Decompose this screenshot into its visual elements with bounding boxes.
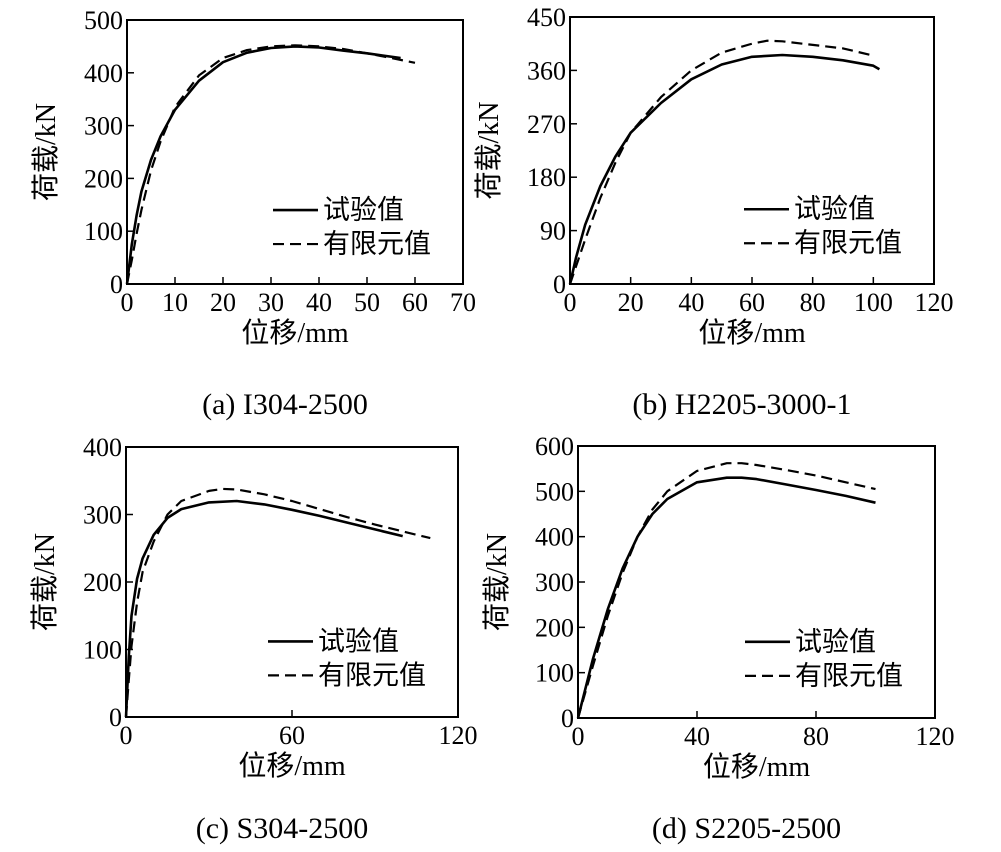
x-tick-label: 0 — [121, 288, 134, 317]
y-tick-label: 360 — [527, 56, 566, 85]
x-tick-label: 0 — [572, 722, 585, 751]
legend-label: 有限元值 — [318, 660, 426, 690]
x-axis-label: 位移/mm — [241, 317, 349, 349]
y-axis-label: 荷载/kN — [481, 533, 513, 631]
legend-label: 有限元值 — [795, 661, 903, 691]
series-line-test — [576, 476, 876, 719]
x-tick-label: 70 — [450, 288, 476, 317]
y-tick-label: 400 — [84, 59, 123, 88]
y-tick-label: 400 — [535, 523, 574, 552]
x-tick-label: 80 — [800, 288, 826, 317]
y-tick-label: 600 — [535, 432, 574, 461]
y-tick-label: 200 — [83, 568, 122, 597]
x-tick-label: 80 — [803, 722, 829, 751]
y-tick-label: 300 — [83, 501, 122, 530]
plot-frame — [126, 19, 464, 285]
panel-caption: (d) S2205-2500 — [652, 812, 841, 845]
series-line-test — [125, 45, 401, 285]
series-line-test — [568, 53, 881, 285]
x-axis-label: 位移/mm — [698, 317, 806, 349]
legend-label: 有限元值 — [794, 228, 902, 258]
y-tick-label: 200 — [535, 613, 574, 642]
y-tick-label: 100 — [535, 659, 574, 688]
x-tick-label: 60 — [739, 288, 765, 317]
legend-label: 有限元值 — [323, 229, 431, 259]
y-tick-label: 500 — [84, 6, 123, 35]
series-line-fem — [125, 44, 416, 285]
y-axis-label: 荷载/kN — [29, 533, 61, 631]
y-tick-label: 270 — [527, 110, 566, 139]
panel-caption: (b) H2205-3000-1 — [632, 388, 851, 421]
x-tick-label: 30 — [258, 288, 284, 317]
y-tick-label: 300 — [84, 112, 123, 141]
y-tick-label: 0 — [109, 703, 122, 732]
y-tick-label: 450 — [527, 3, 566, 32]
x-tick-label: 0 — [564, 288, 577, 317]
y-tick-label: 100 — [83, 636, 122, 665]
y-tick-label: 400 — [83, 433, 122, 462]
y-axis-label: 荷载/kN — [473, 101, 505, 199]
x-tick-label: 60 — [402, 288, 428, 317]
series-line-fem — [568, 39, 874, 285]
x-tick-label: 50 — [354, 288, 380, 317]
panel-caption: (a) I304-2500 — [202, 388, 368, 421]
x-tick-label: 40 — [678, 288, 704, 317]
series-line-test — [124, 499, 404, 718]
x-tick-label: 120 — [439, 721, 478, 750]
x-tick-label: 40 — [306, 288, 332, 317]
panel-caption: (c) S304-2500 — [196, 812, 368, 845]
y-axis-label: 荷载/kN — [30, 103, 62, 201]
y-tick-label: 180 — [527, 163, 566, 192]
x-tick-label: 20 — [210, 288, 236, 317]
y-tick-label: 0 — [553, 270, 566, 299]
chart-panel-4: 0 40 80 120 0 100 200 300 400 500 600 位移/mm 荷载/kN 试验值… — [481, 432, 955, 845]
x-tick-label: 120 — [915, 288, 954, 317]
legend-label: 试验值 — [794, 194, 875, 224]
y-tick-label: 0 — [110, 270, 123, 299]
x-tick-label: 0 — [120, 721, 133, 750]
series-line-fem — [124, 487, 431, 718]
x-tick-label: 100 — [854, 288, 893, 317]
legend-label: 试验值 — [323, 195, 404, 225]
legend-label: 试验值 — [318, 626, 399, 656]
x-tick-label: 60 — [279, 721, 305, 750]
y-tick-label: 200 — [84, 164, 123, 193]
y-tick-label: 0 — [561, 704, 574, 733]
y-tick-label: 100 — [84, 217, 123, 246]
x-axis-label: 位移/mm — [703, 751, 811, 783]
chart-panel-1: 0 10 20 30 40 50 60 70 0 100 200 300 400 500 位移/mm 荷载/k… — [30, 6, 476, 421]
x-axis-label: 位移/mm — [238, 750, 346, 782]
chart-panel-2: 0 20 40 60 80 100 120 0 90 180 270 360 450 位移/mm 荷载/kN… — [473, 3, 954, 421]
x-tick-label: 20 — [618, 288, 644, 317]
x-tick-label: 120 — [916, 722, 955, 751]
y-tick-label: 500 — [535, 477, 574, 506]
legend-label: 试验值 — [795, 627, 876, 657]
series-line-fem — [576, 462, 876, 719]
x-tick-label: 10 — [162, 288, 188, 317]
y-tick-label: 300 — [535, 568, 574, 597]
y-tick-label: 90 — [540, 217, 566, 246]
x-tick-label: 40 — [684, 722, 710, 751]
